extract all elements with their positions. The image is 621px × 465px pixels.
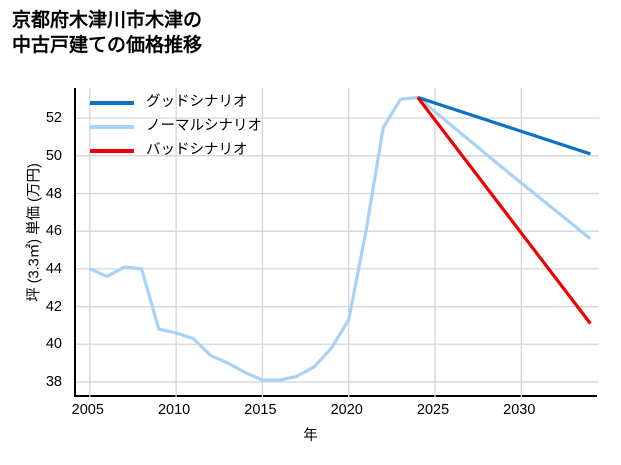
x-tick-label: 2010 — [157, 402, 191, 418]
legend: グッドシナリオ ノーマルシナリオ バッドシナリオ — [86, 92, 266, 161]
legend-color-swatch — [90, 124, 134, 129]
series-line — [89, 95, 592, 382]
legend-color-swatch — [90, 100, 134, 105]
x-tick-label: 2025 — [416, 402, 450, 418]
page-title: 京都府木津川市木津の 中古戸建ての価格推移 — [12, 10, 203, 57]
legend-label: グッドシナリオ — [146, 94, 248, 111]
y-tick-label: 48 — [45, 185, 62, 202]
x-tick-label: 2015 — [244, 402, 277, 418]
legend-item: バッドシナリオ — [90, 142, 262, 159]
legend-item: ノーマルシナリオ — [90, 118, 262, 135]
y-tick-label: 52 — [45, 110, 62, 127]
x-axis-title: 年 — [303, 428, 318, 444]
y-axis-title: 坪 (3.3㎡) 単価 (万円) — [26, 163, 43, 302]
y-tick-label: 50 — [45, 147, 62, 164]
x-tick-label: 2005 — [71, 402, 104, 418]
y-tick-label-group: 38 40 42 44 46 48 50 52 — [0, 0, 68, 465]
legend-item: グッドシナリオ — [90, 94, 262, 111]
y-tick-label: 42 — [45, 298, 62, 315]
y-tick-label: 44 — [45, 260, 62, 277]
plot-area — [74, 88, 599, 397]
x-tick-label: 2020 — [330, 402, 363, 418]
y-tick-label: 40 — [45, 336, 62, 353]
series-line — [417, 95, 591, 156]
legend-color-swatch — [90, 148, 134, 153]
y-tick-label: 46 — [45, 223, 62, 240]
y-tick-label: 38 — [45, 373, 62, 390]
series-line — [416, 96, 592, 325]
series-lines — [89, 95, 592, 382]
grid-lines — [76, 88, 599, 397]
legend-label: ノーマルシナリオ — [146, 118, 262, 135]
x-tick-label: 2030 — [503, 402, 536, 418]
legend-label: バッドシナリオ — [146, 142, 248, 159]
